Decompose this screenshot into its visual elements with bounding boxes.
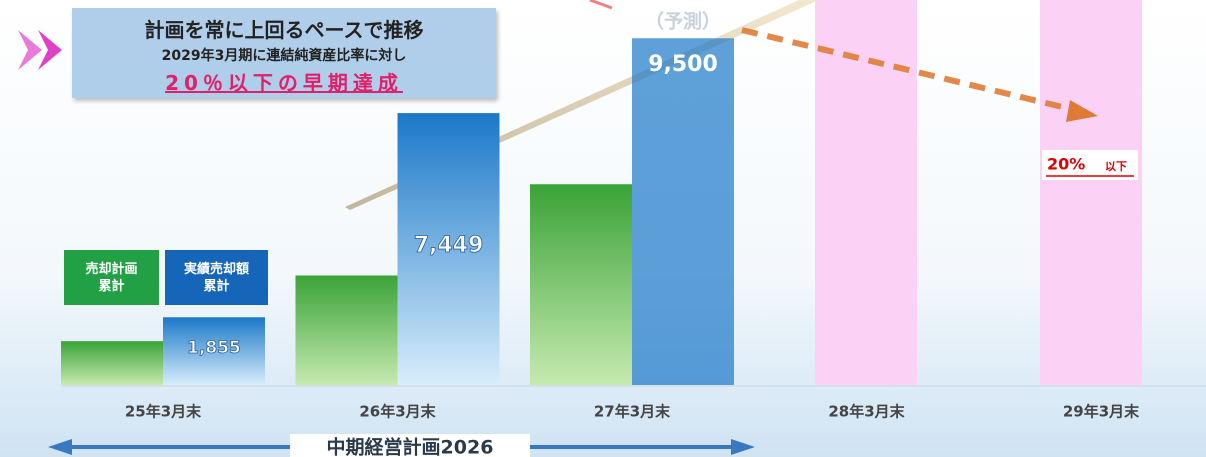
legend-item: 実績売却額 累計 — [165, 250, 268, 305]
bar — [61, 341, 163, 385]
forecast-label: （予測） — [645, 10, 721, 33]
red-line — [589, 0, 613, 10]
x-tick-label: 26年3月末 — [359, 403, 436, 421]
callout-highlight: 20％以下の早期達成 — [165, 71, 403, 95]
value-label: 1,855 — [187, 338, 241, 358]
future-column — [1040, 0, 1142, 385]
target-label: 20% — [1047, 155, 1085, 174]
bar — [397, 113, 500, 385]
value-label: 9,500 — [648, 52, 718, 77]
pointer — [18, 30, 42, 70]
legend-item: 売却計画 累計 — [64, 250, 159, 305]
arrow-head — [1066, 100, 1098, 122]
callout-line: 2029年3月期に連結純資産比率に対し — [161, 48, 407, 64]
bar — [295, 275, 398, 385]
callout-title: 計画を常に上回るペースで推移 — [144, 18, 424, 42]
pointer — [38, 30, 62, 70]
bar — [163, 317, 265, 385]
target-suffix: 以下 — [1105, 160, 1127, 173]
bar — [530, 184, 632, 385]
x-tick-label: 25年3月末 — [125, 403, 202, 421]
trend-arrow — [741, 27, 1076, 113]
bar — [632, 38, 734, 385]
target-box — [1042, 150, 1138, 180]
arrow-head — [731, 439, 755, 455]
arrow-head — [48, 439, 72, 455]
x-tick-label: 28年3月末 — [828, 403, 905, 421]
period-box — [290, 434, 530, 457]
value-label: 7,449 — [414, 233, 484, 258]
period-label: 中期経営計画2026 — [327, 436, 494, 457]
x-tick-label: 29年3月末 — [1063, 403, 1140, 421]
future-column — [815, 0, 917, 385]
x-tick-label: 27年3月末 — [594, 403, 671, 421]
callout: 計画を常に上回るペースで推移 2029年3月期に連結純資産比率に対し 20％以下… — [72, 8, 496, 98]
